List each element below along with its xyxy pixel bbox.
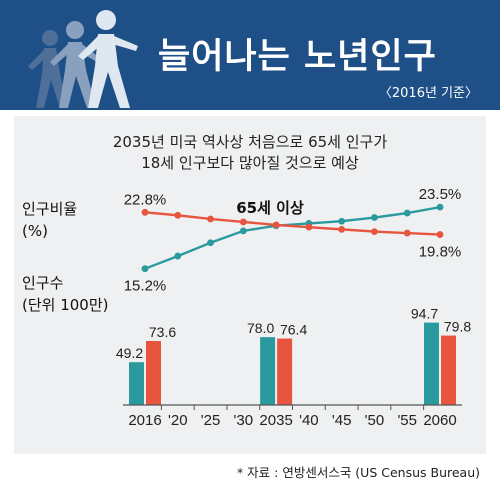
bar-data-label-2-0: 94.7	[411, 306, 438, 322]
page-title: 늘어나는 노년인구	[158, 37, 437, 77]
line-point-0-9	[436, 203, 444, 211]
line-point-1-5	[305, 223, 313, 231]
count-axis-label: 인구수 (단위 100만)	[22, 272, 109, 316]
line-data-label-0-0: 15.2%	[124, 278, 167, 295]
bar-2-1	[441, 335, 456, 405]
senior-series-label: 65세 이상	[236, 199, 304, 217]
line-point-1-6	[338, 225, 346, 233]
line-point-1-9	[436, 231, 444, 238]
bar-data-label-0-0: 49.2	[116, 345, 143, 361]
line-point-0-3	[239, 227, 247, 235]
bar-1-1	[277, 338, 293, 405]
x-tick-label-2: '25	[201, 412, 221, 429]
bar-0-0	[129, 362, 144, 405]
line-point-1-8	[403, 229, 411, 237]
source-note: * 자료 : 연방센서스국 (US Census Bureau)	[236, 465, 480, 480]
x-tick-label-6: '45	[332, 412, 352, 429]
line-point-0-8	[403, 209, 411, 217]
subtitle-line-2: 18세 인구보다 많아질 것으로 예상	[141, 154, 359, 172]
x-tick-label-4: 2035	[259, 412, 292, 429]
bar-1-0	[260, 337, 276, 405]
x-tick-label-7: '50	[365, 412, 385, 429]
line-series-0	[144, 205, 441, 270]
chart-subtitle: 2035년 미국 역사상 처음으로 65세 인구가 18세 인구보다 많아질 것…	[0, 132, 500, 174]
line-point-0-7	[371, 214, 378, 221]
line-data-label-0-9: 23.5%	[419, 186, 462, 203]
x-tick-label-0: 2016	[128, 412, 161, 429]
line-point-1-0	[141, 208, 149, 216]
line-point-0-1	[174, 252, 182, 260]
line-point-1-2	[207, 215, 214, 223]
x-tick-label-5: '40	[299, 412, 319, 429]
line-point-1-4	[272, 221, 280, 229]
x-tick-label-9: 2060	[423, 412, 456, 429]
x-tick-label-1: '20	[168, 412, 188, 429]
x-tick-label-8: '55	[397, 412, 417, 429]
line-point-0-6	[338, 217, 346, 225]
basis-year-label: 〈2016년 기준〉	[378, 86, 478, 101]
bar-2-0	[424, 322, 439, 405]
x-tick-label-3: '30	[234, 412, 254, 429]
subtitle-line-1: 2035년 미국 역사상 처음으로 65세 인구가	[112, 133, 388, 151]
ratio-label-line-1: 인구비율	[22, 200, 78, 218]
bar-0-1	[146, 340, 161, 405]
line-point-1-3	[239, 218, 247, 226]
count-label-line-1: 인구수	[22, 274, 64, 292]
line-data-label-1-0: 22.8%	[124, 191, 167, 208]
line-point-1-1	[174, 211, 182, 219]
header-banner: 늘어나는 노년인구 〈2016년 기준〉	[0, 0, 500, 110]
bar-data-label-1-1: 76.4	[280, 322, 307, 338]
bar-data-label-2-1: 79.8	[444, 319, 471, 335]
line-point-0-0	[141, 265, 149, 273]
bar-data-label-1-0: 78.0	[247, 320, 274, 336]
line-point-1-7	[371, 228, 378, 236]
ratio-axis-label: 인구비율 (%)	[22, 198, 77, 242]
line-point-0-2	[207, 239, 214, 247]
chart-panel	[14, 116, 486, 454]
line-series-1	[144, 211, 441, 236]
bar-data-label-0-1: 73.6	[149, 324, 176, 340]
people-walking-icon	[28, 10, 138, 108]
ratio-label-line-2: (%)	[22, 222, 48, 240]
count-label-line-2: (단위 100만)	[22, 296, 109, 314]
line-data-label-1-9: 19.8%	[419, 244, 462, 261]
